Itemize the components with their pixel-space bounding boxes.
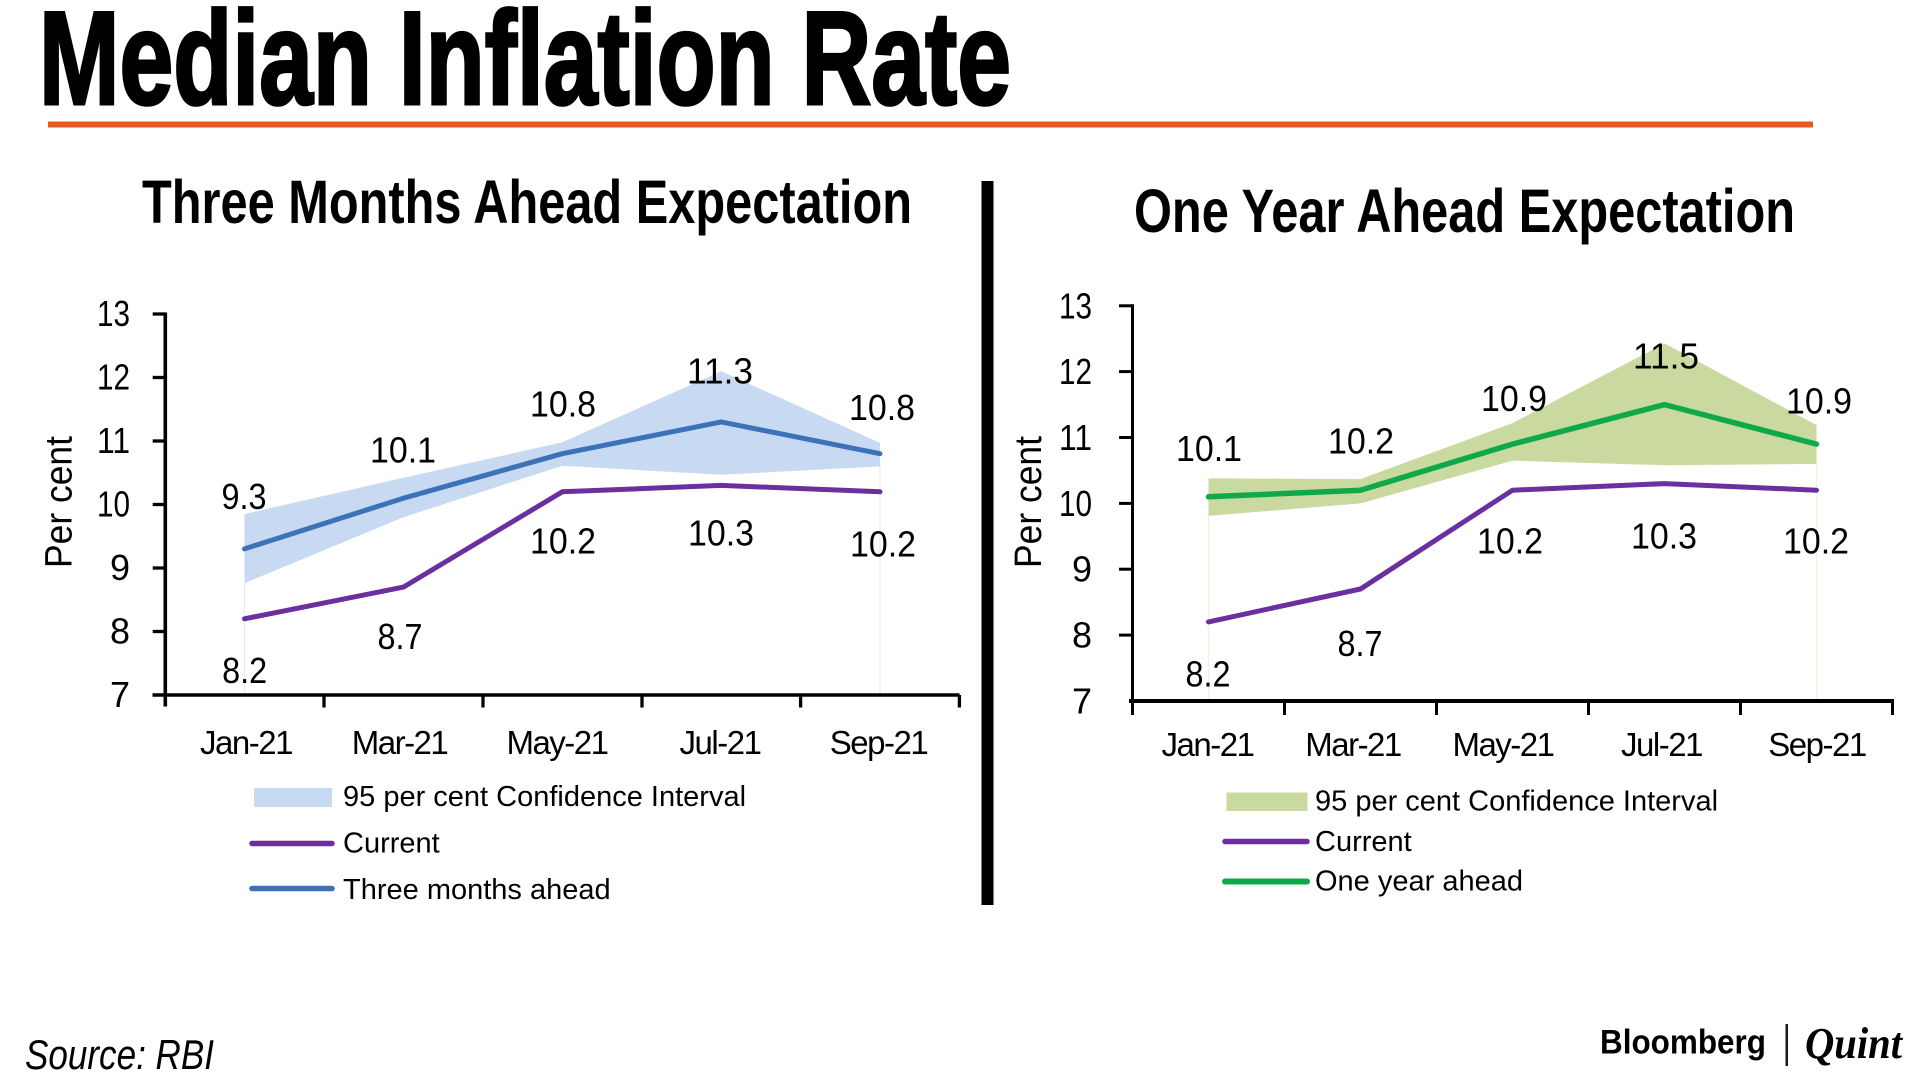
svg-text:10.1: 10.1: [1176, 428, 1242, 469]
svg-text:8.7: 8.7: [1338, 623, 1383, 664]
svg-text:13: 13: [1059, 285, 1092, 326]
svg-text:May-21: May-21: [506, 724, 607, 761]
svg-text:10.9: 10.9: [1786, 381, 1852, 422]
svg-text:8.7: 8.7: [378, 616, 423, 657]
svg-text:10.2: 10.2: [530, 521, 596, 562]
svg-text:8: 8: [1072, 615, 1092, 656]
svg-text:11.3: 11.3: [687, 351, 753, 392]
svg-text:10: 10: [97, 484, 130, 525]
svg-text:9: 9: [110, 547, 130, 588]
svg-text:7: 7: [1072, 681, 1092, 722]
svg-text:May-21: May-21: [1452, 726, 1553, 763]
svg-text:11.5: 11.5: [1633, 336, 1699, 377]
svg-text:11: 11: [1059, 417, 1092, 458]
svg-text:Source: RBI: Source: RBI: [25, 1031, 214, 1078]
svg-text:10.1: 10.1: [370, 430, 436, 471]
svg-text:8: 8: [110, 611, 130, 652]
svg-text:Mar-21: Mar-21: [352, 724, 448, 761]
svg-text:13: 13: [97, 293, 130, 334]
svg-text:8.2: 8.2: [222, 650, 267, 691]
svg-text:Jul-21: Jul-21: [1621, 726, 1702, 763]
svg-text:10.2: 10.2: [1477, 521, 1543, 562]
svg-text:Mar-21: Mar-21: [1305, 726, 1401, 763]
svg-text:10.3: 10.3: [1631, 516, 1697, 557]
svg-text:Jan-21: Jan-21: [1162, 726, 1254, 763]
svg-text:9.3: 9.3: [222, 476, 267, 517]
svg-text:Jul-21: Jul-21: [680, 724, 761, 761]
svg-text:Quint: Quint: [1805, 1019, 1904, 1068]
svg-text:Jan-21: Jan-21: [200, 724, 292, 761]
svg-text:7: 7: [110, 674, 130, 715]
svg-text:10.2: 10.2: [1783, 521, 1849, 562]
svg-text:95 per cent Confidence Interva: 95 per cent Confidence Interval: [1315, 786, 1718, 818]
svg-text:10.9: 10.9: [1481, 378, 1547, 419]
svg-text:9: 9: [1072, 549, 1092, 590]
svg-text:Three months ahead: Three months ahead: [343, 874, 611, 906]
svg-text:Median Inflation Rate: Median Inflation Rate: [39, 0, 1011, 133]
svg-text:10.8: 10.8: [530, 384, 596, 425]
svg-text:Current: Current: [1315, 826, 1412, 858]
svg-text:Per cent: Per cent: [39, 436, 81, 568]
svg-text:Sep-21: Sep-21: [1768, 726, 1866, 763]
svg-text:95 per cent Confidence Interva: 95 per cent Confidence Interval: [343, 781, 746, 813]
svg-text:10.8: 10.8: [849, 387, 915, 428]
svg-text:Current: Current: [343, 828, 440, 860]
svg-text:Sep-21: Sep-21: [830, 724, 928, 761]
svg-text:Bloomberg: Bloomberg: [1600, 1024, 1766, 1062]
svg-text:10.3: 10.3: [688, 513, 754, 554]
svg-text:One Year Ahead Expectation: One Year Ahead Expectation: [1134, 177, 1795, 245]
svg-text:12: 12: [1059, 351, 1092, 392]
svg-text:8.2: 8.2: [1186, 654, 1231, 695]
svg-text:Three Months Ahead Expectation: Three Months Ahead Expectation: [142, 168, 912, 236]
svg-text:10: 10: [1059, 483, 1092, 524]
svg-text:12: 12: [97, 357, 130, 398]
svg-text:11: 11: [97, 420, 130, 461]
svg-text:10.2: 10.2: [850, 524, 916, 565]
svg-text:10.2: 10.2: [1328, 421, 1394, 462]
svg-text:One year ahead: One year ahead: [1315, 866, 1523, 898]
svg-text:Per cent: Per cent: [1008, 436, 1050, 568]
